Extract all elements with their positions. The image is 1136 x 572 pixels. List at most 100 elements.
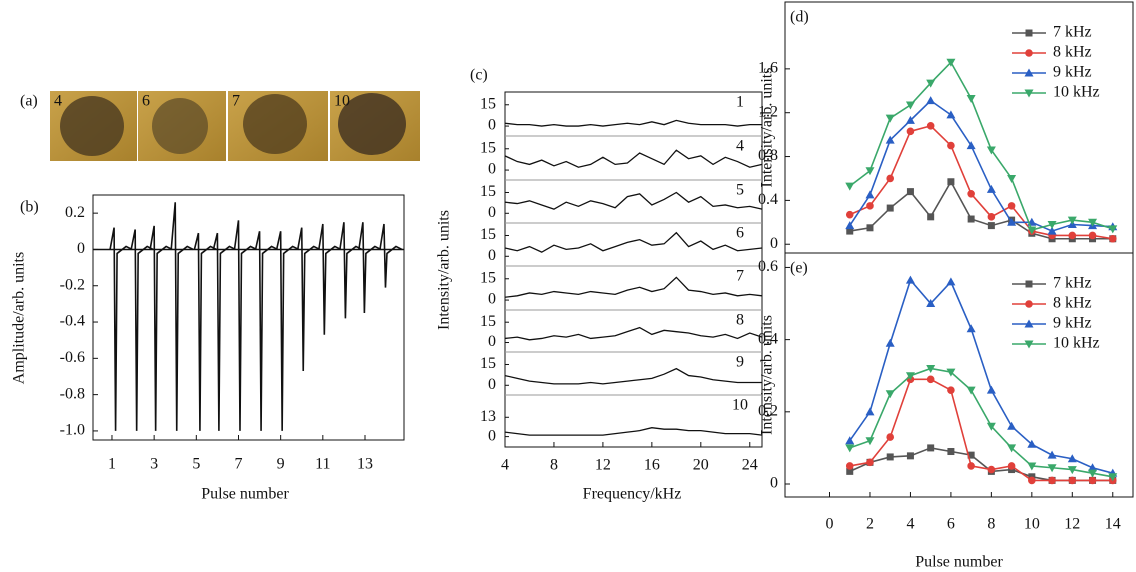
x-tick-label: 12 (595, 457, 611, 474)
marker (906, 127, 915, 136)
plot-frame (92, 194, 405, 441)
spectrum-line (504, 119, 762, 127)
y-tick-label: -0.6 (60, 349, 85, 366)
marker (986, 184, 996, 193)
marker (926, 96, 936, 105)
marker (845, 210, 854, 219)
marker (967, 190, 975, 198)
legend-marker (1025, 280, 1033, 288)
trace-label: 9 (736, 354, 744, 371)
y-tick-label: 15 (480, 95, 496, 112)
marker (905, 115, 915, 124)
x-axis-label: Pulse number (915, 554, 1003, 571)
y-tick-label: 0 (488, 376, 496, 393)
marker (886, 453, 894, 461)
panel-label: (b) (20, 199, 39, 216)
marker (865, 190, 875, 199)
marker (966, 141, 976, 150)
marker (906, 188, 914, 196)
x-tick-label: 4 (501, 457, 509, 474)
x-tick-label: 11 (315, 456, 330, 473)
y-tick-label: 0 (488, 333, 496, 350)
y-tick-label: 15 (480, 226, 496, 243)
marker (946, 368, 956, 377)
legend-label: 10 kHz (1053, 84, 1100, 101)
marker (1048, 476, 1056, 485)
marker (947, 448, 955, 456)
y-tick-label: -0.8 (60, 385, 85, 402)
trace-label: 10 (732, 397, 748, 414)
y-tick-label: 13 (480, 408, 496, 425)
x-tick-label: 20 (693, 457, 709, 474)
legend-marker (1024, 89, 1034, 98)
series-line (849, 278, 1113, 474)
marker (845, 462, 854, 470)
marker (885, 114, 895, 123)
legend-marker (1024, 340, 1034, 349)
spike (109, 227, 133, 431)
spike (193, 232, 217, 431)
marker (967, 215, 975, 223)
x-tick-label: 8 (550, 457, 558, 474)
legend-label: 7 kHz (1053, 24, 1092, 41)
y-tick-label: 0 (488, 161, 496, 178)
trace-label: 4 (736, 138, 744, 155)
panel-label: (c) (470, 67, 488, 84)
x-tick-label: 9 (277, 456, 285, 473)
marker (906, 452, 914, 460)
marker (987, 465, 996, 474)
spike (296, 227, 321, 372)
y-tick-label: 0.4 (758, 330, 778, 347)
marker (947, 141, 955, 150)
marker (966, 386, 976, 395)
spike (339, 222, 363, 319)
marker (845, 182, 855, 191)
marker (1027, 226, 1037, 235)
y-tick-label: 15 (480, 355, 496, 372)
x-tick-label: 13 (357, 456, 373, 473)
plot-frame (784, 252, 1134, 498)
marker (966, 94, 976, 103)
y-tick-label: -0.2 (60, 276, 85, 293)
marker (1007, 202, 1016, 210)
marker (927, 444, 935, 452)
panel-label: (e) (790, 260, 808, 277)
x-tick-label: 4 (906, 516, 914, 533)
y-tick-label: 15 (480, 313, 496, 330)
spectrum-line (504, 427, 763, 436)
y-tick-label: -1.0 (60, 422, 85, 439)
y-tick-label: 15 (480, 139, 496, 156)
legend-label: 9 kHz (1053, 64, 1092, 81)
legend-marker (1024, 68, 1034, 77)
marker (1088, 469, 1098, 478)
marker (986, 422, 996, 431)
spectrum-line (504, 149, 763, 168)
legend-marker (1025, 29, 1033, 37)
marker (1047, 226, 1057, 235)
spectrum-line (504, 231, 763, 253)
marker (926, 299, 936, 308)
y-tick-label: 0 (770, 235, 778, 252)
spike (212, 232, 236, 431)
spike (170, 202, 194, 431)
trace-label: 7 (736, 268, 744, 285)
marker (1108, 473, 1118, 482)
marker (886, 174, 895, 183)
crater (243, 94, 307, 154)
marker (1028, 476, 1036, 485)
marker (885, 135, 895, 144)
x-axis-label: Frequency/kHz (583, 486, 682, 503)
y-tick-label: 0 (488, 291, 496, 308)
marker (866, 202, 874, 210)
y-tick-label: 0.8 (758, 147, 778, 164)
y-tick-label: 0 (488, 117, 496, 134)
x-tick-label: 12 (1064, 516, 1080, 533)
y-tick-label: 0 (770, 475, 778, 492)
marker (966, 324, 976, 333)
y-tick-label: 1.2 (758, 103, 778, 120)
crater (152, 98, 208, 154)
legend-label: 8 kHz (1053, 295, 1092, 312)
marker (866, 224, 874, 232)
x-tick-label: 5 (192, 456, 200, 473)
y-tick-label: -0.4 (60, 313, 85, 330)
